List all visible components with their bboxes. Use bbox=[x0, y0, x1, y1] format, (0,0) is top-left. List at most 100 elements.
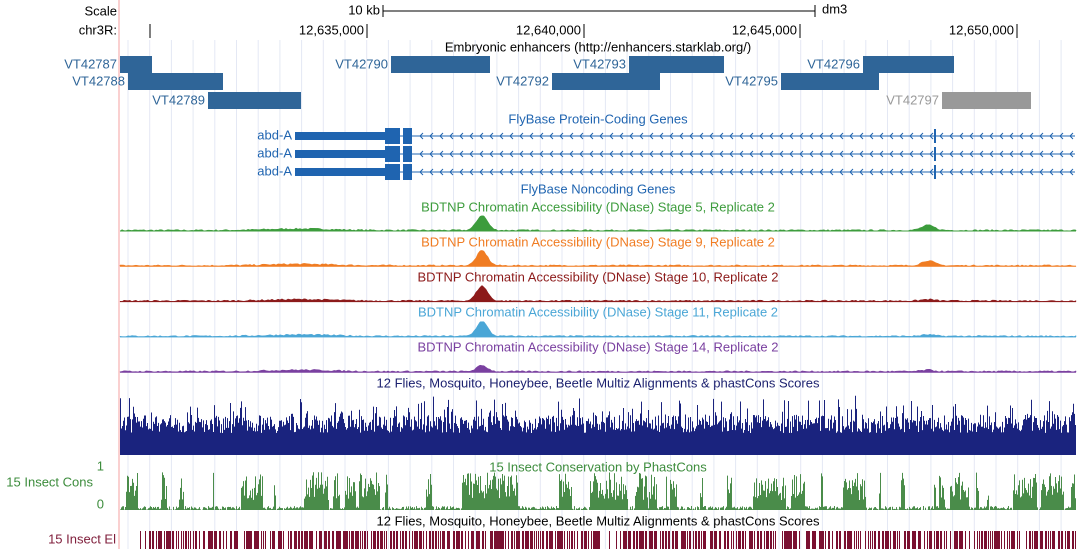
strand-arrow bbox=[569, 132, 574, 140]
strand-arrow bbox=[909, 150, 914, 158]
strand-arrow bbox=[1049, 132, 1054, 140]
strand-arrow bbox=[849, 132, 854, 140]
strand-arrow bbox=[669, 168, 674, 176]
signal bbox=[119, 250, 1077, 267]
strand-arrow bbox=[1039, 132, 1044, 140]
strand-arrow bbox=[479, 132, 484, 140]
strand-arrow bbox=[1069, 168, 1074, 176]
strand-arrow bbox=[859, 132, 864, 140]
strand-arrow bbox=[489, 132, 494, 140]
strand-arrow bbox=[469, 132, 474, 140]
strand-arrow bbox=[819, 150, 824, 158]
enhancer-label: VT42788 bbox=[72, 73, 125, 88]
strand-arrow bbox=[899, 132, 904, 140]
strand-arrow bbox=[969, 150, 974, 158]
strand-arrow bbox=[979, 150, 984, 158]
strand-arrow bbox=[449, 168, 454, 176]
exon bbox=[295, 168, 385, 176]
conservation-bars bbox=[120, 472, 1076, 510]
strand-arrow bbox=[1049, 168, 1054, 176]
strand-arrow bbox=[639, 132, 644, 140]
exon bbox=[934, 165, 936, 179]
track-title: Embryonic enhancers (http://enhancers.st… bbox=[445, 39, 751, 54]
strand-arrow bbox=[999, 150, 1004, 158]
strand-arrow bbox=[489, 150, 494, 158]
position-tick-label: 12,650,000 bbox=[949, 22, 1014, 37]
strand-arrow bbox=[939, 168, 944, 176]
enhancer bbox=[208, 92, 301, 109]
strand-arrow bbox=[1029, 150, 1034, 158]
gene-label: abd-A bbox=[257, 145, 292, 160]
strand-arrow bbox=[529, 132, 534, 140]
strand-arrow bbox=[709, 150, 714, 158]
strand-arrow bbox=[879, 132, 884, 140]
strand-arrow bbox=[499, 168, 504, 176]
strand-arrow bbox=[729, 132, 734, 140]
strand-arrow bbox=[519, 168, 524, 176]
strand-arrow bbox=[749, 168, 754, 176]
enhancer-label: VT42787 bbox=[64, 56, 117, 71]
gene-label: abd-A bbox=[257, 127, 292, 142]
strand-arrow bbox=[989, 150, 994, 158]
strand-arrow bbox=[1029, 168, 1034, 176]
strand-arrow bbox=[929, 150, 934, 158]
strand-arrow bbox=[699, 132, 704, 140]
strand-arrow bbox=[1019, 150, 1024, 158]
track-title: 12 Flies, Mosquito, Honeybee, Beetle Mul… bbox=[377, 375, 820, 390]
strand-arrow bbox=[799, 132, 804, 140]
strand-arrow bbox=[509, 168, 514, 176]
strand-arrow bbox=[869, 168, 874, 176]
strand-arrow bbox=[1019, 132, 1024, 140]
strand-arrow bbox=[629, 168, 634, 176]
strand-arrow bbox=[599, 132, 604, 140]
strand-arrow bbox=[699, 168, 704, 176]
enhancer-label: VT42796 bbox=[807, 56, 860, 71]
strand-arrow bbox=[949, 150, 954, 158]
strand-arrow bbox=[509, 132, 514, 140]
strand-arrow bbox=[649, 168, 654, 176]
strand-arrow bbox=[789, 132, 794, 140]
strand-arrow bbox=[789, 150, 794, 158]
strand-arrow bbox=[779, 168, 784, 176]
track-label: 15 Insect El bbox=[48, 531, 116, 546]
strand-arrow bbox=[839, 150, 844, 158]
strand-arrow bbox=[749, 132, 754, 140]
strand-arrow bbox=[469, 168, 474, 176]
exon bbox=[385, 164, 400, 180]
strand-arrow bbox=[739, 168, 744, 176]
enhancer bbox=[863, 56, 954, 73]
enhancer bbox=[120, 56, 152, 73]
axis-max: 1 bbox=[97, 458, 104, 473]
strand-arrow bbox=[459, 150, 464, 158]
strand-arrow bbox=[819, 132, 824, 140]
strand-arrow bbox=[689, 132, 694, 140]
strand-arrow bbox=[759, 150, 764, 158]
strand-arrow bbox=[849, 150, 854, 158]
exon bbox=[385, 128, 400, 144]
strand-arrow bbox=[519, 132, 524, 140]
strand-arrow bbox=[429, 150, 434, 158]
strand-arrow bbox=[559, 168, 564, 176]
enhancer bbox=[629, 56, 724, 73]
enhancer-label: VT42797 bbox=[886, 92, 939, 107]
strand-arrow bbox=[569, 168, 574, 176]
strand-arrow bbox=[739, 150, 744, 158]
strand-arrow bbox=[579, 168, 584, 176]
enhancer bbox=[942, 92, 1031, 109]
strand-arrow bbox=[979, 168, 984, 176]
strand-arrow bbox=[879, 150, 884, 158]
strand-arrow bbox=[739, 132, 744, 140]
track-title: FlyBase Protein-Coding Genes bbox=[508, 111, 688, 126]
strand-arrow bbox=[1069, 132, 1074, 140]
strand-arrow bbox=[719, 150, 724, 158]
strand-arrow bbox=[719, 168, 724, 176]
enhancer-label: VT42795 bbox=[725, 73, 778, 88]
strand-arrow bbox=[869, 132, 874, 140]
strand-arrow bbox=[859, 150, 864, 158]
strand-arrow bbox=[569, 150, 574, 158]
strand-arrow bbox=[709, 168, 714, 176]
strand-arrow bbox=[919, 132, 924, 140]
enhancer-label: VT42793 bbox=[573, 56, 626, 71]
strand-arrow bbox=[1039, 168, 1044, 176]
